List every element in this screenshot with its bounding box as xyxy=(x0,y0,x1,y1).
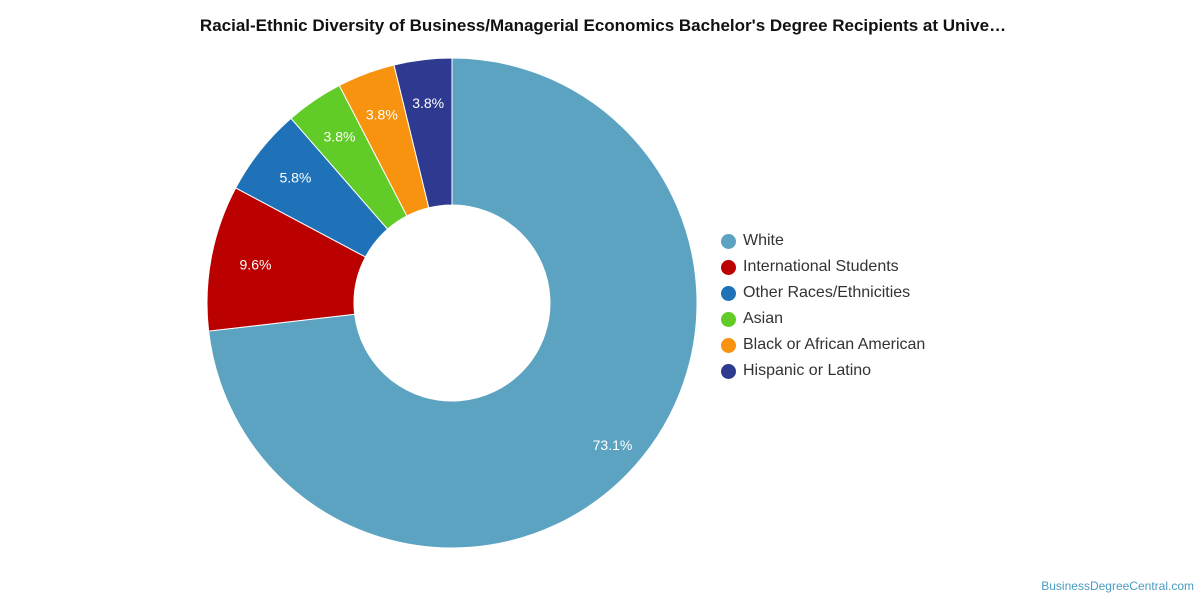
legend-label: Black or African American xyxy=(743,336,926,353)
legend-item-international-students[interactable]: International Students xyxy=(721,254,925,280)
slice-value-label: 3.8% xyxy=(412,95,444,111)
source-watermark[interactable]: BusinessDegreeCentral.com xyxy=(1041,579,1194,593)
legend-item-black-african-american[interactable]: Black or African American xyxy=(721,332,925,358)
legend-swatch xyxy=(721,233,736,249)
legend-label: Hispanic or Latino xyxy=(743,362,872,379)
legend-item-white[interactable]: White xyxy=(721,228,925,254)
slice-value-label: 73.1% xyxy=(593,437,633,453)
legend-label: White xyxy=(743,232,784,249)
slice-value-label: 3.8% xyxy=(324,128,356,144)
legend-swatch xyxy=(721,285,736,301)
donut-slice-white[interactable] xyxy=(208,57,698,549)
legend-item-other-races[interactable]: Other Races/Ethnicities xyxy=(721,280,925,306)
donut-slice-hispanic-or-latino[interactable] xyxy=(393,57,453,209)
legend-swatch xyxy=(721,311,736,327)
legend-swatch xyxy=(721,337,736,353)
legend-label: Asian xyxy=(743,310,784,327)
legend-swatch xyxy=(721,259,736,275)
legend-item-hispanic-latino[interactable]: Hispanic or Latino xyxy=(721,358,925,384)
legend-label: Other Races/Ethnicities xyxy=(743,284,911,301)
legend-item-asian[interactable]: Asian xyxy=(721,306,925,332)
slice-value-label: 9.6% xyxy=(240,256,272,272)
legend-swatch xyxy=(721,363,736,379)
legend-label: International Students xyxy=(743,258,899,275)
slice-value-label: 3.8% xyxy=(366,106,398,122)
chart-legend: White International Students Other Races… xyxy=(721,228,925,384)
chart-title: Racial-Ethnic Diversity of Business/Mana… xyxy=(199,16,1007,35)
slice-value-label: 5.8% xyxy=(279,169,311,185)
